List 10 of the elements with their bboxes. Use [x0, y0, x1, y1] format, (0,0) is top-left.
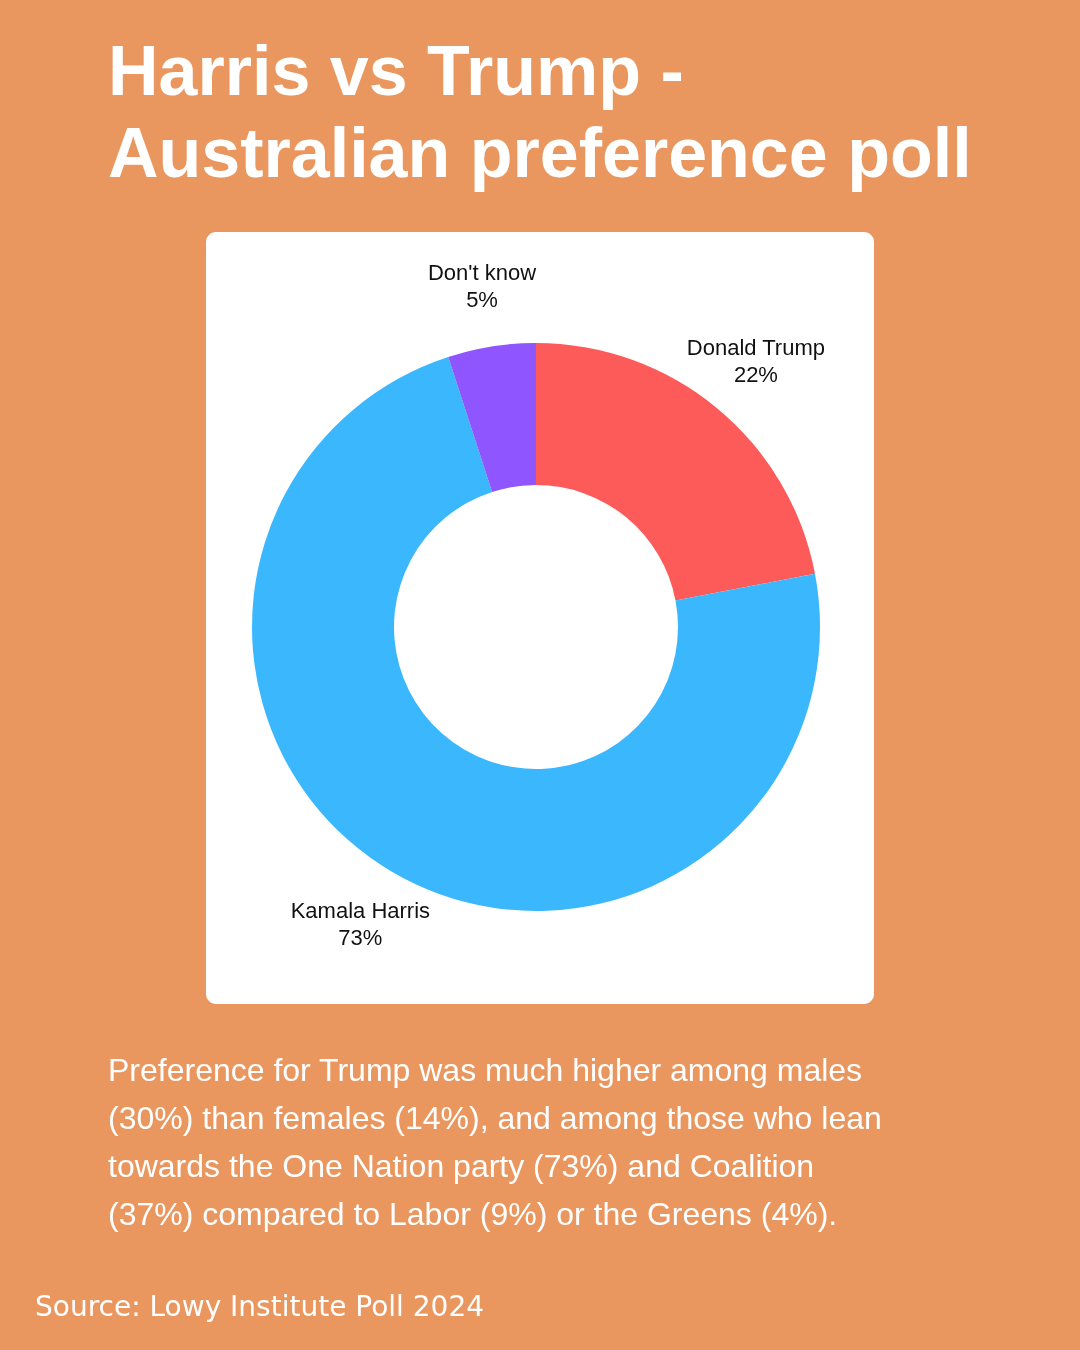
slice-label: Kamala Harris — [290, 897, 431, 923]
text: Preference for Trump was much higher among males (30%) than females (14%), and among those who lean towards the One Nation party (73%) and Coalition (37%) compared to Labor (9%) or the Greens (4%). — [108, 1052, 882, 1232]
donut-slice — [448, 343, 536, 492]
chart-title: Harris vs Trump - Australian preference poll — [108, 32, 972, 192]
slice-label: Donald Trump — [686, 335, 826, 361]
data-label: 73% — [338, 924, 383, 950]
data-label: 5% — [466, 287, 498, 313]
slice-label: Don't know — [427, 260, 537, 286]
source-note: Source: Lowy Institute Poll 2024 — [35, 1290, 485, 1323]
data-label: 22% — [733, 362, 778, 388]
